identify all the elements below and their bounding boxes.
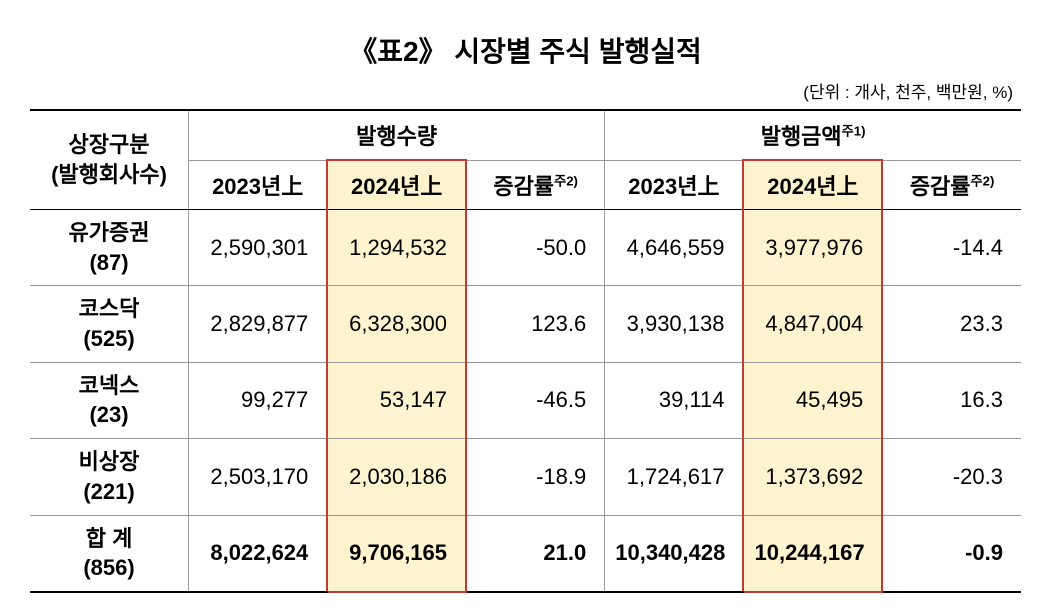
- unit-label: (단위 : 개사, 천주, 백만원, %): [30, 78, 1013, 103]
- cell-v1: 99,277: [189, 362, 328, 438]
- cell-v5: 4,847,004: [743, 286, 882, 362]
- cell-v5: 1,373,692: [743, 439, 882, 515]
- row-head: 코넥스(23): [30, 362, 189, 438]
- cell-v4: 3,930,138: [605, 286, 744, 362]
- cell-v6: 23.3: [882, 286, 1021, 362]
- cell-v4: 4,646,559: [605, 210, 744, 286]
- cell-v2: 2,030,186: [327, 439, 466, 515]
- cell-v4: 39,114: [605, 362, 744, 438]
- header-c6-sup: 주2): [971, 173, 995, 188]
- cell-v5: 10,244,167: [743, 515, 882, 592]
- header-rowhead: 상장구분 (발행회사수): [30, 110, 189, 210]
- cell-v1: 8,022,624: [189, 515, 328, 592]
- page-title: 《표2》 시장별 주식 발행실적: [30, 30, 1021, 70]
- table-row: 코스닥(525)2,829,8776,328,300123.63,930,138…: [30, 286, 1021, 362]
- cell-v4: 1,724,617: [605, 439, 744, 515]
- cell-v1: 2,829,877: [189, 286, 328, 362]
- cell-v3: -46.5: [466, 362, 605, 438]
- header-c2: 2024년上: [327, 160, 466, 210]
- header-group-amt-sup: 주1): [842, 124, 866, 139]
- table-row: 유가증권(87)2,590,3011,294,532-50.04,646,559…: [30, 210, 1021, 286]
- header-c3-sup: 주2): [554, 173, 578, 188]
- row-head: 합 계(856): [30, 515, 189, 592]
- cell-v2: 53,147: [327, 362, 466, 438]
- row-head: 유가증권(87): [30, 210, 189, 286]
- cell-v6: -0.9: [882, 515, 1021, 592]
- cell-v2: 1,294,532: [327, 210, 466, 286]
- header-c4: 2023년上: [605, 160, 744, 210]
- cell-v6: 16.3: [882, 362, 1021, 438]
- cell-v3: 21.0: [466, 515, 605, 592]
- cell-v6: -14.4: [882, 210, 1021, 286]
- table-row: 코넥스(23)99,27753,147-46.539,11445,49516.3: [30, 362, 1021, 438]
- cell-v3: 123.6: [466, 286, 605, 362]
- header-group-qty: 발행수량: [189, 110, 605, 160]
- table-row: 비상장(221)2,503,1702,030,186-18.91,724,617…: [30, 439, 1021, 515]
- cell-v1: 2,503,170: [189, 439, 328, 515]
- header-c6: 증감률주2): [882, 160, 1021, 210]
- cell-v2: 6,328,300: [327, 286, 466, 362]
- cell-v1: 2,590,301: [189, 210, 328, 286]
- cell-v3: -50.0: [466, 210, 605, 286]
- header-rowhead-l1: 상장구분: [69, 132, 150, 157]
- data-table: 상장구분 (발행회사수) 발행수량 발행금액주1) 2023년上 2024년上 …: [30, 109, 1021, 593]
- cell-v6: -20.3: [882, 439, 1021, 515]
- cell-v5: 45,495: [743, 362, 882, 438]
- header-c1: 2023년上: [189, 160, 328, 210]
- header-group-amt: 발행금액주1): [605, 110, 1021, 160]
- header-rowhead-l2: (발행회사수): [51, 162, 167, 187]
- header-c6-text: 증감률: [910, 174, 971, 199]
- table-row: 합 계(856)8,022,6249,706,16521.010,340,428…: [30, 515, 1021, 592]
- header-c5: 2024년上: [743, 160, 882, 210]
- header-c3: 증감률주2): [466, 160, 605, 210]
- cell-v3: -18.9: [466, 439, 605, 515]
- cell-v2: 9,706,165: [327, 515, 466, 592]
- header-group-amt-text: 발행금액: [761, 124, 842, 149]
- header-c3-text: 증감률: [493, 174, 554, 199]
- cell-v5: 3,977,976: [743, 210, 882, 286]
- row-head: 코스닥(525): [30, 286, 189, 362]
- row-head: 비상장(221): [30, 439, 189, 515]
- cell-v4: 10,340,428: [605, 515, 744, 592]
